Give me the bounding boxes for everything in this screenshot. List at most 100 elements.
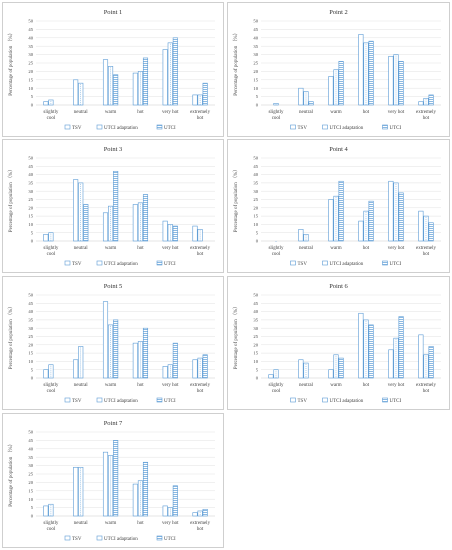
bar-tsv (43, 101, 49, 106)
bar-utci (172, 485, 178, 517)
y-tick-label: 5 (31, 367, 34, 372)
chart-title: Point 3 (104, 146, 123, 153)
x-tick-label: very hot (388, 246, 405, 251)
legend-label: UTCI (164, 126, 176, 131)
x-tick-label: extremely hot (190, 110, 210, 121)
y-tick-label: 10 (28, 222, 33, 227)
y-tick-label: 50 (28, 19, 33, 24)
legend-label: UTCI adaptation (330, 399, 364, 404)
y-tick-label: 15 (253, 214, 258, 219)
chart-panel-3: Point 3 Percentage of population （%） 0 5 10 1… (2, 139, 224, 273)
bar-tsv (298, 87, 304, 106)
y-tick-label: 5 (31, 230, 34, 235)
y-axis-label: Percentage of population （%） (8, 167, 14, 232)
bar-utci-adaptation (48, 232, 54, 242)
bar-utci (368, 200, 374, 242)
bar-tsv (43, 234, 49, 242)
chart-title: Point 7 (104, 420, 123, 427)
x-tick-label: warm (330, 383, 341, 388)
x-tick-label: hot (137, 110, 144, 115)
y-tick-label: 20 (253, 205, 258, 210)
y-tick-label: 45 (253, 301, 258, 306)
y-axis-label: Percentage of population （%） (8, 304, 14, 369)
bar-tsv (102, 301, 109, 379)
chart-panel-5: Point 5 Percentage of population （%） 0 5 10 1… (2, 276, 224, 410)
chart-svg: Point 7 Percentage of population （%） 0 5 10 1… (8, 420, 215, 542)
y-tick-label: 30 (253, 189, 258, 194)
legend-swatch (156, 124, 163, 130)
y-tick-label: 35 (253, 44, 258, 49)
bar-tsv (358, 220, 364, 242)
y-tick-label: 25 (28, 61, 33, 66)
bar-tsv (73, 466, 79, 517)
legend-swatch (322, 260, 328, 266)
x-tick-label: extremely hot (190, 383, 210, 394)
bar-tsv (418, 210, 424, 242)
y-tick-label: 40 (28, 446, 33, 451)
y-tick-label: 15 (28, 488, 33, 493)
bar-tsv (162, 505, 168, 517)
y-tick-label: 20 (28, 205, 33, 210)
y-axis-label: Percentage of population （%） (233, 304, 239, 369)
y-tick-label: 25 (28, 472, 33, 477)
x-tick-label: very hot (162, 383, 179, 388)
legend-swatch (64, 535, 71, 541)
y-tick-label: 10 (253, 222, 258, 227)
x-tick-label: slightly cool (268, 110, 284, 121)
bar-tsv (328, 199, 334, 242)
bar-utci (142, 461, 149, 517)
x-tick-label: warm (330, 246, 341, 251)
y-tick-label: 50 (28, 156, 33, 161)
legend-swatch (96, 535, 103, 541)
bar-utci-adaptation (48, 99, 54, 106)
y-tick-label: 30 (28, 52, 33, 57)
legend-label: TSV (72, 399, 82, 404)
x-tick-label: extremely hot (190, 521, 210, 532)
bar-utci (113, 170, 119, 242)
legend-swatch (290, 260, 296, 266)
chart-svg: Point 5 Percentage of population （%） 0 5 10 1… (8, 283, 215, 404)
y-tick-label: 40 (253, 35, 258, 40)
bar-tsv (132, 483, 138, 517)
y-tick-label: 50 (28, 293, 33, 298)
bar-tsv (358, 312, 364, 379)
y-tick-label: 25 (253, 197, 258, 202)
legend-swatch (382, 260, 388, 266)
y-tick-label: 10 (28, 86, 33, 91)
legend-swatch (382, 397, 388, 403)
y-tick-label: 25 (28, 197, 33, 202)
y-tick-label: 10 (253, 359, 258, 364)
y-tick-label: 5 (256, 230, 259, 235)
x-tick-label: warm (105, 246, 116, 251)
bar-utci (172, 342, 178, 379)
bar-utci (368, 324, 374, 379)
x-tick-label: very hot (388, 110, 405, 115)
chart-svg: Point 4 Percentage of population （%） 0 5 10 1… (233, 146, 441, 267)
chart-svg: Point 2 Percentage of population （%） 0 5 10 1… (233, 9, 441, 131)
chart-panel-6: Point 6 Percentage of population （%） 0 5 10 1… (227, 276, 450, 410)
bar-utci-adaptation (137, 341, 143, 379)
legend-label: UTCI adaptation (330, 126, 364, 131)
bar-utci-adaptation (333, 195, 339, 242)
legend-swatch (290, 124, 296, 130)
y-tick-label: 25 (253, 61, 258, 66)
x-tick-label: hot (363, 110, 370, 115)
x-tick-label: extremely hot (416, 110, 436, 121)
x-tick-label: slightly cool (43, 246, 59, 257)
y-tick-label: 25 (253, 334, 258, 339)
y-tick-label: 30 (28, 189, 33, 194)
bar-tsv (388, 180, 394, 242)
y-tick-label: 45 (28, 27, 33, 32)
y-tick-label: 5 (31, 94, 34, 99)
y-axis-label: Percentage of population （%） (8, 441, 14, 506)
legend-label: UTCI adaptation (104, 262, 138, 267)
y-tick-label: 20 (28, 69, 33, 74)
bar-utci-adaptation (197, 510, 203, 517)
bar-utci (428, 222, 434, 242)
bar-utci (172, 225, 178, 242)
y-tick-label: 5 (256, 94, 259, 99)
x-tick-label: hot (363, 246, 370, 251)
bar-tsv (388, 55, 394, 106)
bar-utci (338, 357, 344, 379)
y-tick-label: 20 (253, 69, 258, 74)
